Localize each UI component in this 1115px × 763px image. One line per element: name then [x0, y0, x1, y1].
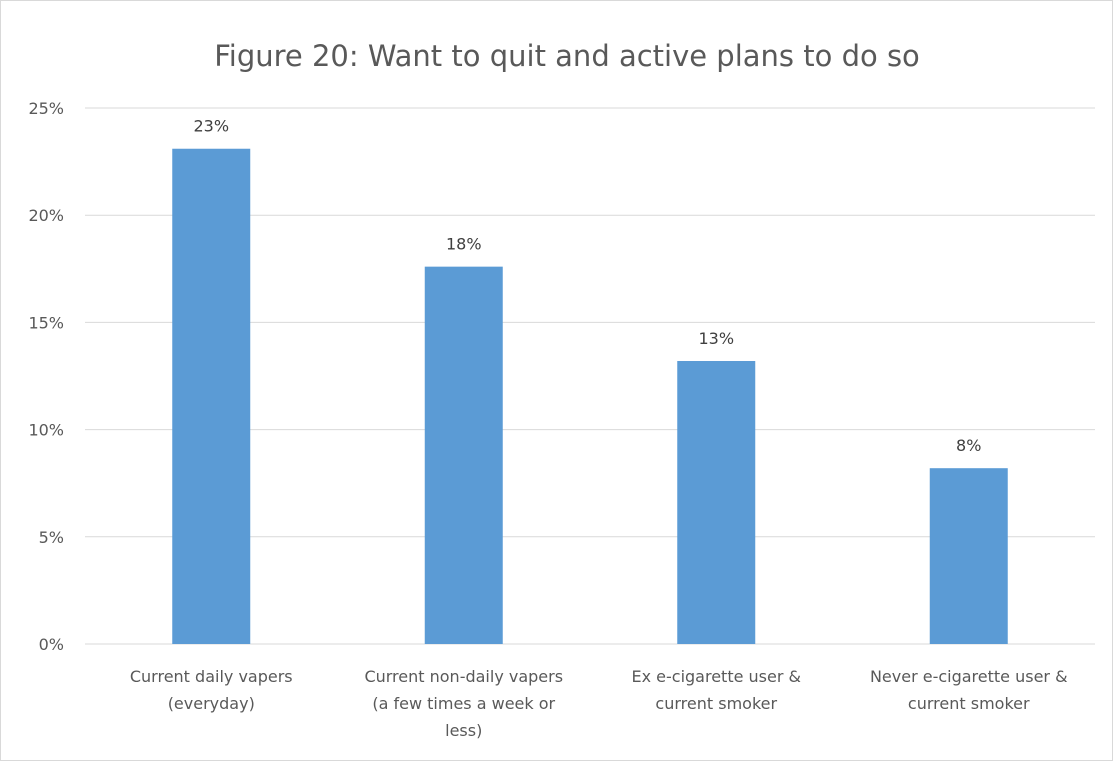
y-tick-label: 10%	[28, 421, 64, 440]
data-label: 18%	[446, 235, 482, 254]
chart-title: Figure 20: Want to quit and active plans…	[214, 39, 920, 73]
x-axis-categories: Current daily vapers (everyday) Current no…	[130, 667, 1068, 740]
y-tick-label: 0%	[39, 635, 64, 654]
y-axis-ticks: 0% 5% 10% 15% 20% 25%	[28, 99, 64, 654]
category-label: Current non-daily vapers	[364, 667, 563, 686]
y-tick-label: 25%	[28, 99, 64, 118]
data-label: 8%	[956, 436, 981, 455]
y-tick-label: 5%	[39, 528, 64, 547]
category-label: current smoker	[655, 694, 777, 713]
data-labels: 23% 18% 13% 8%	[193, 117, 981, 455]
category-label: (a few times a week or	[372, 694, 555, 713]
bars	[172, 148, 1008, 644]
category-label: Never e-cigarette user &	[870, 667, 1068, 686]
bar	[929, 468, 1008, 644]
data-label: 23%	[193, 117, 229, 136]
bar	[172, 148, 251, 644]
category-label: less)	[445, 721, 482, 740]
data-label: 13%	[698, 329, 734, 348]
category-label: (everyday)	[168, 694, 255, 713]
category-label: Ex e-cigarette user &	[632, 667, 802, 686]
bar	[424, 266, 503, 644]
bar	[677, 360, 756, 644]
category-label: Current daily vapers	[130, 667, 293, 686]
category-label: current smoker	[908, 694, 1030, 713]
y-tick-label: 15%	[28, 313, 64, 332]
gridlines	[85, 107, 1095, 645]
y-tick-label: 20%	[28, 206, 64, 225]
